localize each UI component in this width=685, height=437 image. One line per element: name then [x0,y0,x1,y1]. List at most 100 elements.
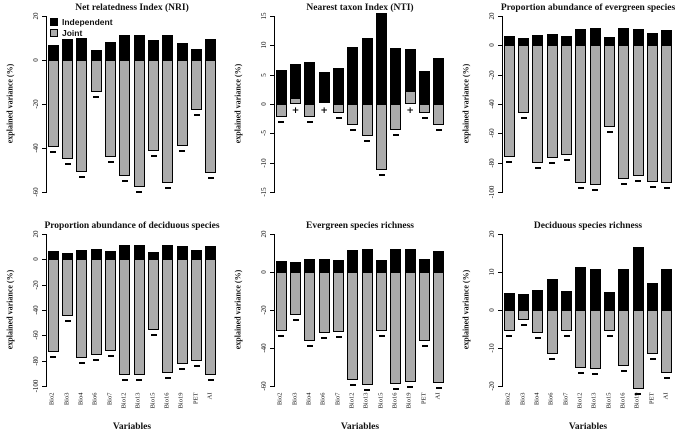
x-tick-label: AI [662,392,670,400]
bar-joint-segment [119,259,131,376]
y-tick-label: -20 [32,99,40,109]
x-axis-label: Variables [568,422,608,432]
significance-minus-mark [78,176,85,179]
significance-minus-mark [577,371,584,374]
significance-minus-mark [278,120,285,123]
significance-minus-mark [335,117,342,120]
y-tick [498,74,502,76]
y-tick [498,133,502,135]
chart-title: Nearest taxon Index (NTI) [306,3,414,13]
y-axis-label: explained variance (%) [461,63,471,144]
x-tick-label: Bio7 [562,392,569,406]
bar-independent-segment [532,290,544,310]
bar-independent-segment [575,28,587,46]
bar-joint-segment [205,259,217,376]
y-axis [46,16,47,193]
significance-minus-mark [50,150,57,153]
bar-independent-segment [404,49,416,92]
bar-independent-segment [419,259,430,272]
significance-minus-mark [150,333,157,336]
x-tick-label: Bio15 [377,392,384,409]
chart-title: Proportion abundance of deciduous specie… [44,221,220,231]
x-tick-label: Bio13 [362,392,370,409]
significance-minus-mark [93,95,100,98]
significance-minus-mark [407,385,414,388]
bar-joint-segment [419,104,430,114]
y-tick-label: -40 [32,143,40,153]
y-tick-label: -20 [32,279,40,290]
bar-independent-segment [618,268,630,310]
x-axis-label: Variables [112,422,152,432]
significance-plus-mark: + [291,106,300,116]
bar-independent-segment [390,249,402,272]
bar-independent-segment [546,278,558,310]
bar-joint-segment [503,45,515,157]
y-tick-label: 10 [260,41,268,49]
significance-minus-mark [349,129,356,132]
significance-minus-mark [306,344,313,347]
bar-independent-segment [561,291,572,310]
x-tick-label: Bio13 [590,392,598,409]
bar-independent-segment [532,35,544,46]
significance-minus-mark [335,336,342,339]
bar-joint-segment [333,104,344,114]
bar-joint-segment [647,310,658,355]
bar-joint-segment [532,310,544,333]
bar-independent-segment [433,58,445,104]
bar-independent-segment [589,268,601,310]
bar-joint-segment [503,310,515,332]
bar-independent-segment [119,245,131,260]
bar-joint-segment [148,259,159,330]
y-axis-label: explained variance (%) [5,269,15,350]
y-tick [42,60,46,61]
y-tick-label: -40 [488,99,496,109]
significance-minus-mark [64,320,71,323]
panel-proportion-abundance-of-evergreen-species: Proportion abundance of evergreen specie… [456,0,685,218]
significance-minus-mark [378,334,385,337]
bar-joint-segment [191,259,202,362]
y-tick [498,162,502,164]
bar-independent-segment [133,244,145,260]
y-tick-label: -60 [32,330,40,340]
significance-minus-mark [606,334,613,337]
significance-minus-mark [663,377,670,380]
x-tick-label: Bio4 [305,392,313,406]
y-tick [498,348,502,349]
joint-swatch-icon [50,29,58,37]
x-tick-label: Bio12 [120,392,128,409]
bar-independent-segment [176,42,188,60]
bar-joint-segment [304,104,316,118]
significance-minus-mark [635,393,642,396]
bar-independent-segment [105,250,116,260]
bar-independent-segment [133,34,145,60]
y-tick-label: 20 [488,12,496,20]
y-tick [498,45,502,47]
bar-independent-segment [433,251,445,272]
x-tick-label: Bio12 [576,392,584,409]
x-tick-label: PET [420,392,427,405]
bar-independent-segment [647,33,658,46]
y-tick-label: 0 [32,257,40,262]
bar-joint-segment [518,45,529,113]
chart-title: Evergreen species richness [306,221,414,231]
significance-minus-mark [620,370,627,373]
y-tick-label: -100 [488,185,496,199]
bar-joint-segment [361,272,373,386]
significance-minus-mark [549,162,556,165]
y-tick [498,104,502,105]
bar-joint-segment [661,45,673,184]
bar-independent-segment [333,260,344,272]
significance-plus-mark: + [320,106,328,116]
significance-minus-mark [663,187,670,190]
bar-independent-segment [90,249,102,260]
significance-minus-mark [64,163,71,165]
significance-minus-mark [520,116,527,119]
bar-joint-segment [589,310,601,370]
x-tick-label: Bio3 [519,392,526,406]
bar-joint-segment [518,310,529,321]
significance-minus-mark [592,373,599,376]
y-tick [42,360,46,362]
bar-independent-segment [148,252,159,260]
significance-minus-mark [349,383,356,386]
y-tick [270,74,274,76]
